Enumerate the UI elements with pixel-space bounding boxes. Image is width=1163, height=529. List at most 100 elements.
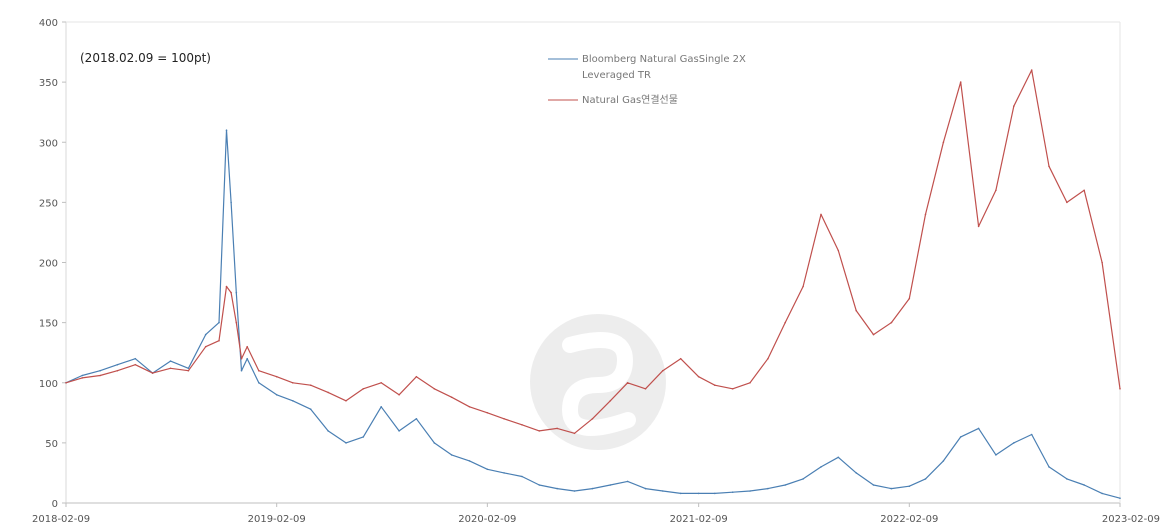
y-tick-label: 250 (39, 198, 58, 209)
data-point (1101, 492, 1103, 495)
data-point (942, 460, 945, 462)
x-tick-label: 2018-02-09 (32, 514, 90, 525)
data-point (503, 472, 505, 474)
data-point (749, 490, 751, 492)
legend-label-natural-gas: Natural Gas연결선물 (582, 94, 678, 106)
data-point (767, 357, 769, 360)
data-point (362, 388, 365, 390)
data-point (218, 321, 220, 324)
data-point (240, 357, 243, 360)
data-point (275, 394, 278, 396)
data-point (924, 478, 927, 480)
data-point (995, 454, 997, 456)
data-point (116, 363, 119, 366)
x-tick-label: 2022-02-09 (880, 514, 938, 525)
data-point (134, 357, 137, 360)
data-point (327, 391, 329, 394)
data-point (1030, 433, 1033, 436)
data-point (327, 430, 329, 432)
legend-label-bloomberg-line1: Bloomberg Natural GasSingle 2X (582, 54, 746, 65)
data-point (1048, 165, 1050, 168)
series-2 (65, 69, 1121, 435)
y-tick-label: 50 (45, 439, 58, 450)
data-point (626, 382, 629, 384)
y-tick-label: 400 (39, 18, 58, 29)
data-point (398, 430, 400, 432)
data-point (855, 309, 857, 312)
data-point (309, 384, 312, 387)
y-tick-label: 350 (39, 78, 58, 89)
data-point (134, 363, 137, 366)
y-tick-label: 300 (39, 138, 58, 149)
data-point (1119, 388, 1121, 390)
data-point (556, 427, 558, 430)
data-point (1119, 497, 1121, 500)
data-point (662, 369, 664, 372)
y-axis-ticks: 0 50 100 150 200 250 300 350 400 (39, 18, 66, 510)
data-point (521, 424, 523, 426)
data-point (1013, 442, 1015, 444)
data-point (235, 321, 238, 324)
data-point (1083, 189, 1085, 192)
data-point (573, 490, 576, 492)
data-point (820, 213, 822, 216)
y-tick-label: 200 (39, 259, 58, 270)
data-point (1083, 484, 1085, 486)
data-point (415, 375, 418, 378)
data-point (697, 375, 700, 378)
data-point (415, 418, 418, 420)
data-point (99, 374, 101, 377)
data-point (679, 357, 682, 360)
data-point (380, 406, 383, 408)
data-point (468, 406, 471, 408)
data-point (714, 492, 716, 495)
data-point (345, 442, 347, 444)
data-point (116, 369, 119, 372)
data-point (942, 141, 945, 144)
data-point (65, 382, 67, 384)
data-point (1101, 261, 1103, 264)
data-point (187, 369, 190, 372)
data-point (225, 129, 228, 131)
data-point (538, 430, 541, 432)
data-point (802, 478, 804, 480)
data-point (662, 490, 664, 492)
data-point (235, 291, 238, 294)
data-point (872, 484, 875, 486)
x-tick-label: 2019-02-09 (248, 514, 306, 525)
data-point (240, 369, 243, 372)
data-point (398, 394, 400, 396)
data-point (837, 456, 840, 459)
data-point (872, 333, 875, 336)
data-point (609, 400, 612, 402)
data-point (450, 396, 453, 399)
data-point (959, 436, 962, 438)
data-point (890, 487, 893, 490)
data-point (246, 345, 248, 348)
data-point (468, 460, 471, 462)
data-point (433, 388, 436, 390)
data-point (292, 382, 294, 384)
data-point (486, 468, 489, 471)
data-point (99, 369, 101, 372)
data-point (362, 436, 365, 438)
data-point (697, 492, 700, 495)
series-layer (65, 69, 1121, 500)
data-point (1066, 201, 1068, 204)
data-point (784, 484, 786, 486)
data-point (959, 81, 962, 83)
data-point (230, 201, 232, 204)
data-point (275, 375, 278, 378)
data-point (556, 487, 558, 490)
data-point (784, 321, 786, 324)
data-point (204, 345, 207, 348)
data-point (767, 487, 769, 490)
data-point (609, 484, 612, 486)
data-point (81, 377, 83, 379)
data-point (246, 357, 248, 360)
data-point (230, 291, 232, 294)
y-tick-label: 150 (39, 319, 58, 330)
data-point (1030, 69, 1033, 71)
y-tick-label: 0 (52, 499, 58, 510)
